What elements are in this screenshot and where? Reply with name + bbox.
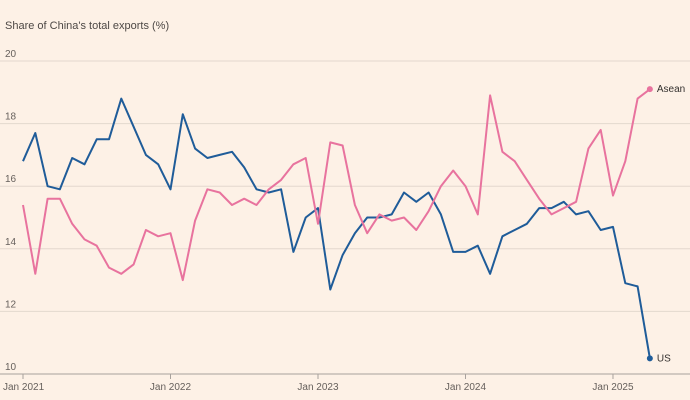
y-tick-label: 14 (5, 237, 17, 248)
series-end-marker (646, 355, 653, 362)
gridlines (0, 60, 690, 375)
x-tick-label: Jan 2025 (592, 382, 634, 393)
x-tick-label: Jan 2024 (445, 382, 487, 393)
y-tick-label: 12 (5, 299, 17, 310)
x-tick-label: Jan 2021 (3, 382, 45, 393)
y-tick-label: 16 (5, 174, 17, 185)
series-line-asean (22, 88, 651, 282)
y-tick-label: 18 (5, 112, 17, 123)
y-tick-labels: 10 12 14 16 18 20 (5, 49, 17, 373)
series-end-labels: US Asean (657, 84, 685, 364)
x-tick-label: Jan 2022 (150, 382, 192, 393)
series-label: Asean (657, 84, 685, 95)
series-end-marker (646, 86, 653, 93)
y-tick-label: 20 (5, 49, 17, 60)
series-lines (22, 86, 653, 362)
series-label: US (657, 353, 671, 364)
x-tick-labels: Jan 2021 Jan 2022 Jan 2023 Jan 2024 Jan 2025 (3, 374, 634, 393)
y-axis-label: Share of China's total exports (%) (5, 20, 169, 32)
series-line-us (22, 97, 651, 359)
y-tick-label: 10 (5, 362, 17, 373)
x-tick-label: Jan 2023 (297, 382, 339, 393)
